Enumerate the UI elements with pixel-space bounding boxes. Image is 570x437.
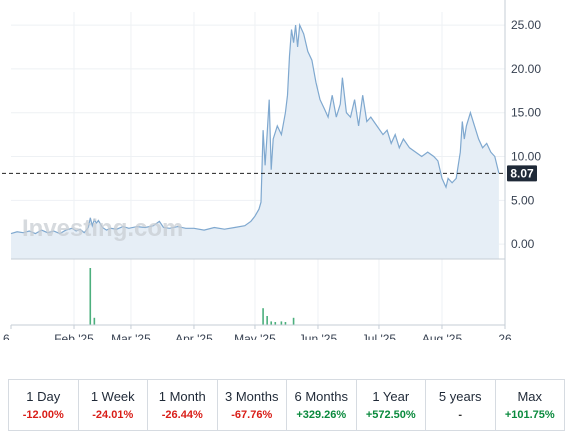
perf-cell-3-months[interactable]: 3 Months -67.76%: [218, 380, 287, 430]
volume-bar: [93, 317, 96, 325]
perf-value: +329.26%: [296, 409, 347, 421]
perf-cell-max[interactable]: Max +101.75%: [496, 380, 565, 430]
perf-cell-6-months[interactable]: 6 Months +329.26%: [287, 380, 357, 430]
perf-cell-1-year[interactable]: 1 Year +572.50%: [357, 380, 426, 430]
perf-value: -12.00%: [22, 409, 64, 421]
perf-label: Max: [517, 389, 543, 404]
perf-label: 1 Day: [26, 389, 61, 404]
x-tick-label: 26: [498, 332, 512, 340]
perf-label: 1 Year: [372, 389, 410, 404]
current-price-badge: [507, 165, 537, 182]
perf-value: -67.76%: [231, 409, 273, 421]
x-tick-label: May '25: [234, 332, 276, 340]
perf-cell-1-day[interactable]: 1 Day -12.00%: [9, 380, 79, 430]
price-chart[interactable]: 25.00 20.00 15.00 10.00 5.00 0.00 6 Feb '25 Mar…: [0, 0, 570, 340]
performance-bar: 1 Day -12.00% 1 Week -24.01% 1 Month -26…: [8, 379, 565, 431]
volume-bar: [89, 268, 92, 325]
perf-value: +572.50%: [365, 409, 416, 421]
perf-value: -: [458, 409, 463, 421]
x-tick-label: 6: [3, 332, 10, 340]
perf-cell-5-years[interactable]: 5 years -: [426, 380, 496, 430]
volume-bar: [266, 316, 268, 325]
x-tick-label: Feb '25: [54, 332, 94, 340]
perf-cell-1-week[interactable]: 1 Week -24.01%: [79, 380, 148, 430]
perf-label: 1 Week: [90, 389, 135, 404]
y-tick-label: 25.00: [511, 18, 541, 32]
x-tick-label: Mar '25: [111, 332, 151, 340]
x-tick-label: Jun '25: [299, 332, 338, 340]
volume-bar: [274, 322, 277, 325]
perf-value: -26.44%: [161, 409, 203, 421]
investing-watermark-logo: Investing.com: [22, 215, 183, 242]
volume-bar: [280, 321, 283, 325]
x-tick-label: Aug '25: [422, 332, 463, 340]
price-area-fill: [11, 25, 499, 259]
x-tick-label: Jul '25: [362, 332, 397, 340]
y-tick-label: 20.00: [511, 62, 541, 76]
y-tick-label: 5.00: [511, 193, 535, 207]
perf-label: 1 Month: [158, 389, 206, 404]
volume-bar: [262, 308, 264, 325]
perf-label: 5 years: [438, 389, 482, 404]
y-tick-label: 0.00: [511, 237, 535, 251]
volume-bar: [284, 322, 287, 325]
volume-bar: [270, 321, 273, 325]
price-line[interactable]: [10, 22, 500, 235]
perf-cell-1-month[interactable]: 1 Month -26.44%: [148, 380, 218, 430]
y-tick-label: 10.00: [511, 150, 541, 164]
volume-bar: [292, 317, 295, 325]
perf-label: 6 Months: [294, 389, 348, 404]
perf-value: +101.75%: [504, 409, 555, 421]
current-price-label: 8.07: [510, 166, 534, 180]
y-tick-label: 15.00: [511, 106, 541, 120]
perf-value: -24.01%: [92, 409, 134, 421]
perf-label: 3 Months: [225, 389, 279, 404]
x-tick-label: Apr '25: [175, 332, 213, 340]
